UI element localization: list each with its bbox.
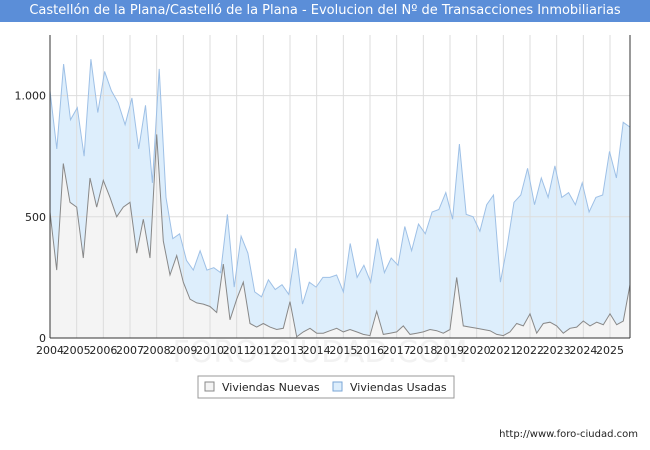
x-tick-label: 2005 xyxy=(63,344,91,357)
legend-swatch-nuevas xyxy=(204,381,215,392)
legend-label-usadas: Viviendas Usadas xyxy=(350,381,447,394)
y-tick-label: 500 xyxy=(25,211,46,224)
series-area-viviendas-nuevas xyxy=(50,134,630,338)
x-tick-label: 2006 xyxy=(89,344,117,357)
x-tick-label: 2023 xyxy=(543,344,571,357)
x-tick-label: 2014 xyxy=(303,344,331,357)
legend: Viviendas Nuevas Viviendas Usadas xyxy=(197,375,455,399)
x-tick-label: 2011 xyxy=(223,344,251,357)
series-line-viviendas-usadas xyxy=(49,59,631,305)
x-tick-label: 2025 xyxy=(596,344,624,357)
x-tick-label: 2019 xyxy=(436,344,464,357)
x-tick-label: 2004 xyxy=(36,344,64,357)
legend-swatch-usadas xyxy=(332,381,343,392)
x-tick-label: 2013 xyxy=(276,344,304,357)
x-tick-label: 2021 xyxy=(489,344,517,357)
source-link[interactable]: http://www.foro-ciudad.com xyxy=(499,429,638,440)
legend-label-nuevas: Viviendas Nuevas xyxy=(222,381,320,394)
series-area-viviendas-usadas xyxy=(50,59,630,338)
chart-title: Castellón de la Plana/Castelló de la Pla… xyxy=(0,0,650,22)
x-tick-label: 2022 xyxy=(516,344,544,357)
watermark: FORO-CIUDAD.COM xyxy=(173,335,468,370)
x-tick-label: 2016 xyxy=(356,344,384,357)
x-tick-label: 2009 xyxy=(169,344,197,357)
x-tick-label: 2017 xyxy=(383,344,411,357)
x-tick-label: 2018 xyxy=(409,344,437,357)
x-tick-label: 2024 xyxy=(569,344,597,357)
x-tick-label: 2010 xyxy=(196,344,224,357)
y-tick-label: 0 xyxy=(39,332,46,345)
series-line-viviendas-nuevas xyxy=(49,134,631,338)
legend-box xyxy=(197,375,455,399)
x-tick-label: 2008 xyxy=(143,344,171,357)
x-tick-label: 2007 xyxy=(116,344,144,357)
x-tick-label: 2020 xyxy=(463,344,491,357)
y-tick-label: 1.000 xyxy=(15,90,47,103)
x-tick-label: 2015 xyxy=(329,344,357,357)
x-tick-label: 2012 xyxy=(249,344,277,357)
